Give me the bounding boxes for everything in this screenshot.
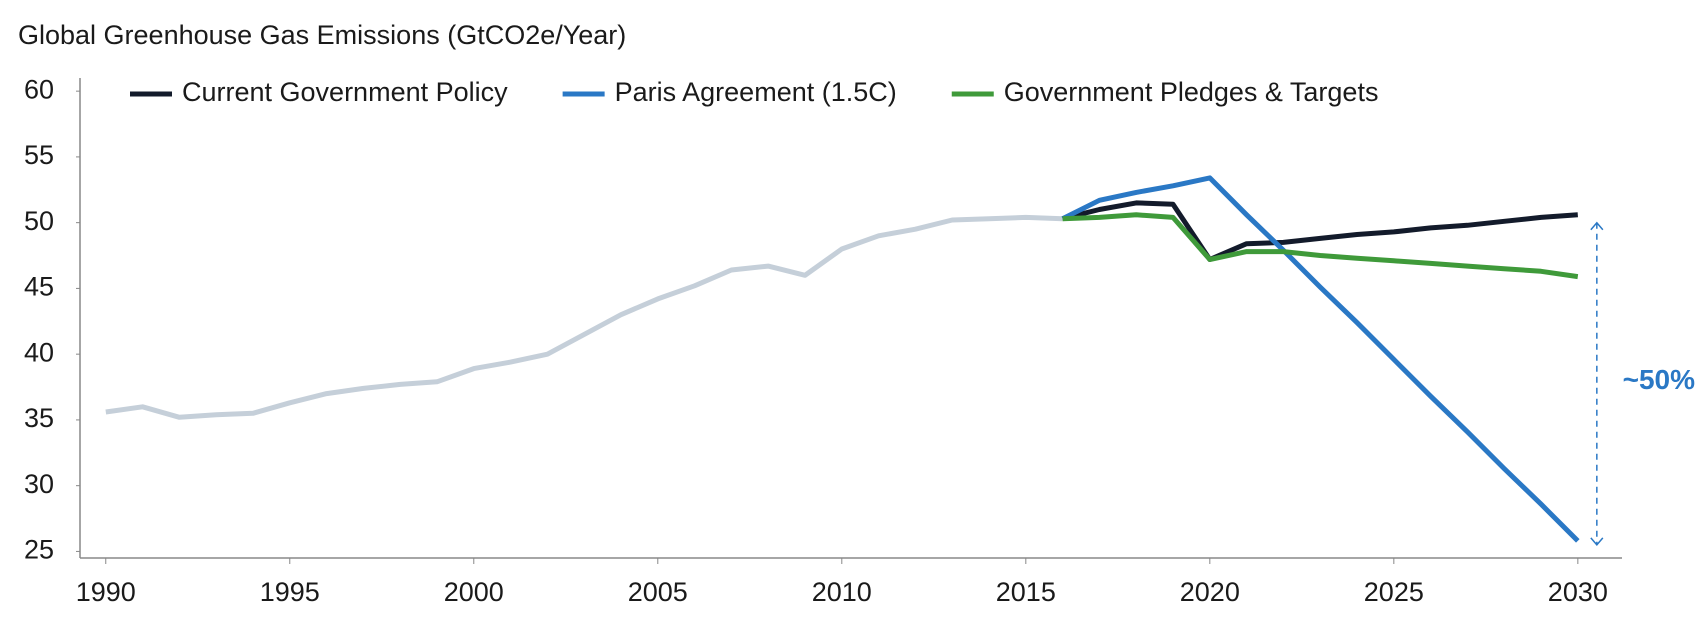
arrow-head	[1590, 537, 1604, 547]
y-tick-label: 45	[24, 272, 54, 302]
arrow-head	[1590, 221, 1604, 231]
line-series	[105, 214, 1063, 420]
x-tick-label: 2025	[1364, 577, 1424, 607]
line-series	[1062, 212, 1579, 280]
line-series	[1061, 175, 1580, 543]
y-tick-label: 40	[24, 337, 54, 367]
chart-title: Global Greenhouse Gas Emissions (GtCO2e/…	[18, 20, 626, 50]
x-tick-label: 2010	[812, 577, 872, 607]
y-tick-label: 50	[24, 206, 54, 236]
x-tick-label: 1995	[260, 577, 320, 607]
y-tick-label: 55	[24, 140, 54, 170]
legend-label: Government Pledges & Targets	[1004, 77, 1379, 107]
annotation: ~50%	[1623, 364, 1695, 395]
x-tick-label: 2000	[444, 577, 504, 607]
x-tick-label: 2005	[628, 577, 688, 607]
y-tick-label: 25	[24, 535, 54, 565]
legend-label: Current Government Policy	[182, 77, 508, 107]
y-tick-label: 60	[24, 74, 54, 104]
y-tick-label: 35	[24, 403, 54, 433]
legend-label: Paris Agreement (1.5C)	[615, 77, 897, 107]
x-tick-label: 1990	[76, 577, 136, 607]
y-tick-label: 30	[24, 469, 54, 499]
line-series	[1061, 200, 1578, 262]
x-tick-label: 2015	[996, 577, 1056, 607]
x-tick-label: 2030	[1548, 577, 1608, 607]
x-tick-label: 2020	[1180, 577, 1240, 607]
